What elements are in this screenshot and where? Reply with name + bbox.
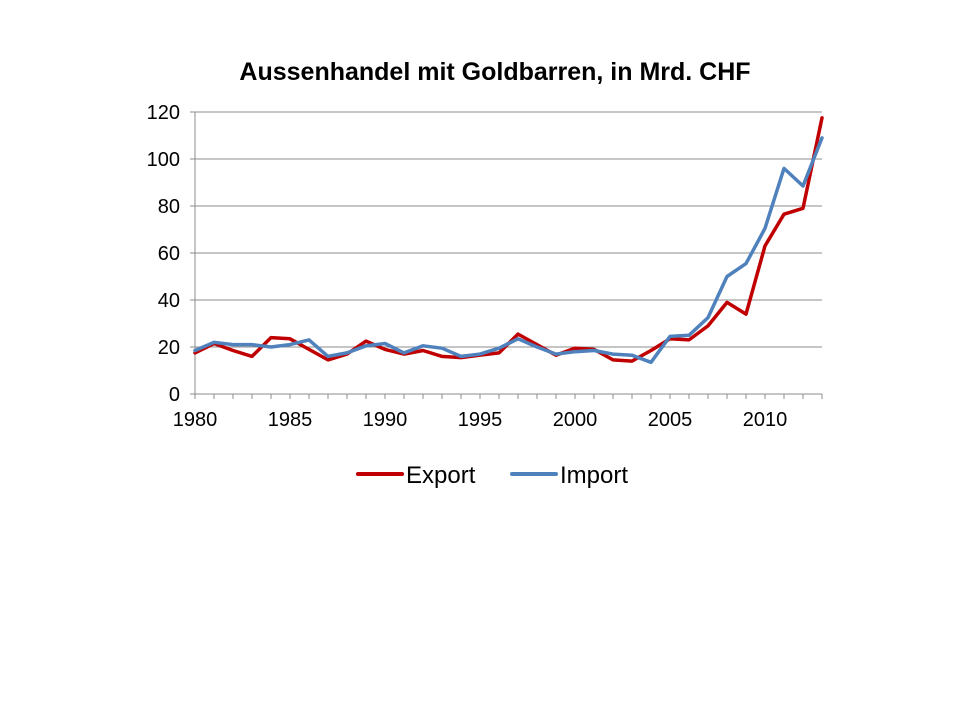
y-tick-label-0: 0 <box>169 384 180 406</box>
x-tick-label-1995: 1995 <box>458 409 503 431</box>
x-tick-label-1985: 1985 <box>268 409 313 431</box>
y-tick-label-80: 80 <box>158 196 180 218</box>
y-tick-label-40: 40 <box>158 290 180 312</box>
y-tick-label-20: 20 <box>158 337 180 359</box>
grid <box>195 111 822 348</box>
y-tick-label-100: 100 <box>147 149 180 171</box>
series-lines <box>193 116 824 365</box>
y-tick-label-60: 60 <box>158 243 180 265</box>
axes: 0 20 40 60 80 100 120 1980 1985 1990 1995 2000 2005 2… <box>147 102 823 431</box>
x-tick-label-1980: 1980 <box>173 409 218 431</box>
legend: Export Import <box>356 462 628 489</box>
x-tick-label-2005: 2005 <box>648 409 693 431</box>
x-tick-label-2000: 2000 <box>553 409 598 431</box>
x-tick-label-2010: 2010 <box>743 409 788 431</box>
legend-label-import: Import <box>560 462 628 489</box>
x-tick-label-1990: 1990 <box>363 409 408 431</box>
chart-title: Aussenhandel mit Goldbarren, in Mrd. CHF <box>239 58 750 86</box>
legend-label-export: Export <box>406 462 476 489</box>
y-tick-label-120: 120 <box>147 102 180 124</box>
series-line-import <box>193 136 824 365</box>
series-line-export <box>193 116 824 363</box>
